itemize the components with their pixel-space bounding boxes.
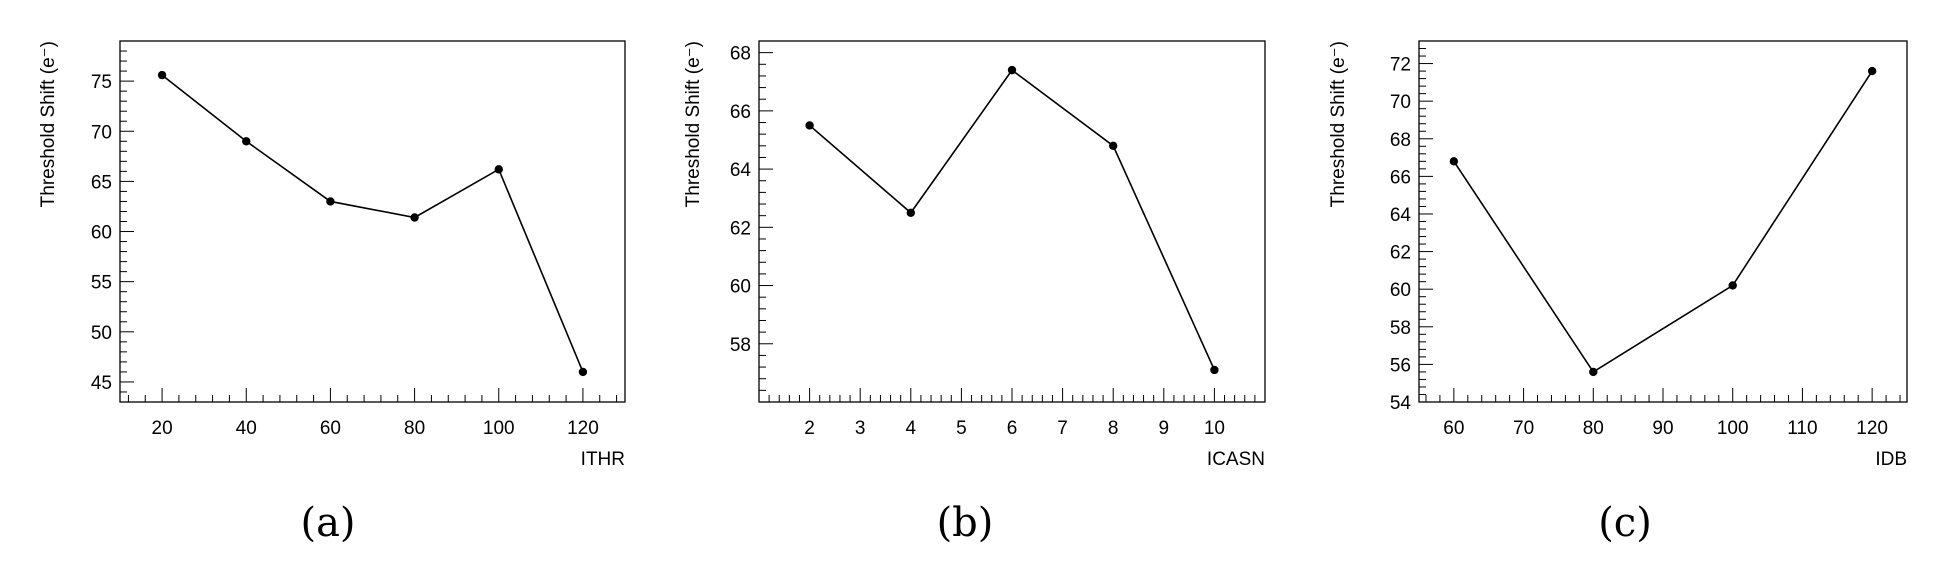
data-point-c — [1589, 367, 1598, 377]
y-tick-label-c: 58 — [1390, 318, 1411, 339]
chart-panel-b: 2 3 4 5 6 7 8 9 10 58 60 62 64 66 68 ICASN Threshold Shi… — [645, 0, 1290, 569]
y-tick-label-b: 58 — [730, 335, 751, 356]
y-tick-label-b: 60 — [730, 277, 751, 298]
y-tick-label-c: 68 — [1390, 130, 1411, 151]
data-point-a — [410, 213, 419, 222]
x-axis-label-c: IDB — [1875, 449, 1907, 470]
y-tick-label-b: 62 — [730, 218, 751, 239]
x-tick-label-b: 3 — [855, 418, 866, 439]
y-tick-label-c: 56 — [1390, 355, 1411, 376]
x-tick-label-b: 4 — [906, 418, 917, 439]
caption-c: (c) — [1598, 500, 1652, 546]
y-tick-label-b: 68 — [730, 44, 751, 65]
y-tick-label-a: 65 — [91, 172, 112, 193]
x-tick-label-a: 40 — [236, 418, 257, 439]
y-tick-label-a: 70 — [91, 122, 112, 143]
x-tick-label-b: 6 — [1007, 418, 1018, 439]
x-tick-label-b: 8 — [1108, 418, 1119, 439]
x-tick-label-a: 120 — [567, 418, 599, 439]
data-point-a — [578, 367, 588, 377]
data-point-b — [1210, 365, 1219, 375]
caption-b: (b) — [936, 500, 994, 546]
y-tick-label-a: 45 — [91, 373, 112, 394]
plot-frame-a — [119, 40, 626, 403]
plot-frame-c — [1418, 40, 1908, 403]
y-axis-label-b: Threshold Shift (e⁻) — [683, 41, 704, 207]
plot-frame-b — [758, 40, 1266, 403]
data-point-a — [157, 70, 167, 80]
chart-a: 20 40 60 80 100 120 45 50 55 60 65 70 75 ITHR Threshol… — [38, 40, 626, 470]
x-tick-label-c: 90 — [1652, 418, 1673, 439]
y-tick-label-a: 60 — [91, 223, 112, 244]
y-tick-label-c: 66 — [1390, 167, 1411, 188]
y-tick-label-c: 64 — [1390, 205, 1412, 226]
y-tick-label-c: 70 — [1390, 92, 1411, 113]
data-point-b — [1109, 141, 1118, 151]
x-tick-label-b: 10 — [1204, 418, 1225, 439]
chart-panel-c: 60 70 80 90 100 110 120 54 56 58 60 62 64 66 68 70 72 IDB… — [1290, 0, 1935, 569]
data-point-b — [1007, 65, 1017, 75]
x-axis-label-b: ICASN — [1207, 449, 1265, 470]
x-tick-label-b: 5 — [956, 418, 967, 439]
data-point-c — [1867, 66, 1877, 76]
x-tick-label-b: 9 — [1159, 418, 1170, 439]
y-tick-label-c: 62 — [1390, 243, 1411, 264]
data-point-b — [805, 121, 814, 130]
y-tick-label-a: 55 — [91, 273, 112, 294]
data-point-c — [1728, 281, 1737, 290]
x-tick-label-b: 2 — [804, 418, 815, 439]
series-line-c — [1453, 70, 1873, 374]
y-tick-label-b: 66 — [730, 102, 751, 123]
x-tick-label-a: 20 — [152, 418, 173, 439]
x-tick-label-c: 120 — [1856, 418, 1888, 439]
y-tick-label-c: 72 — [1390, 55, 1411, 76]
series-line-a — [161, 74, 584, 373]
chart-b: 2 3 4 5 6 7 8 9 10 58 60 62 64 66 68 ICASN Threshold Shi… — [683, 40, 1266, 470]
y-tick-label-b: 64 — [730, 160, 752, 181]
series-line-b — [809, 68, 1216, 371]
y-tick-label-a: 50 — [91, 323, 112, 344]
x-tick-label-a: 60 — [320, 418, 341, 439]
x-tick-label-c: 110 — [1787, 418, 1817, 439]
data-point-a — [494, 165, 503, 174]
x-tick-label-c: 70 — [1513, 418, 1534, 439]
data-point-b — [906, 208, 915, 217]
x-tick-label-a: 100 — [483, 418, 515, 439]
y-tick-label-c: 60 — [1390, 280, 1411, 301]
x-tick-label-b: 7 — [1057, 418, 1068, 439]
y-axis-label-c: Threshold Shift (e⁻) — [1328, 41, 1349, 207]
x-tick-label-c: 100 — [1717, 418, 1749, 439]
x-tick-label-a: 80 — [404, 418, 425, 439]
caption-a: (a) — [300, 500, 356, 546]
x-axis-label-a: ITHR — [581, 449, 625, 470]
data-point-c — [1449, 157, 1459, 166]
x-tick-label-c: 80 — [1583, 418, 1604, 439]
data-point-a — [242, 137, 251, 146]
data-point-a — [326, 197, 335, 206]
chart-c: 60 70 80 90 100 110 120 54 56 58 60 62 64 66 68 70 72 IDB… — [1328, 40, 1908, 470]
y-axis-label-a: Threshold Shift (e⁻) — [38, 41, 59, 207]
x-tick-label-c: 60 — [1443, 418, 1464, 439]
chart-panel-a: 20 40 60 80 100 120 45 50 55 60 65 70 75 ITHR Threshol… — [0, 0, 645, 569]
y-tick-label-a: 75 — [91, 72, 112, 93]
y-tick-label-c: 54 — [1390, 393, 1412, 414]
